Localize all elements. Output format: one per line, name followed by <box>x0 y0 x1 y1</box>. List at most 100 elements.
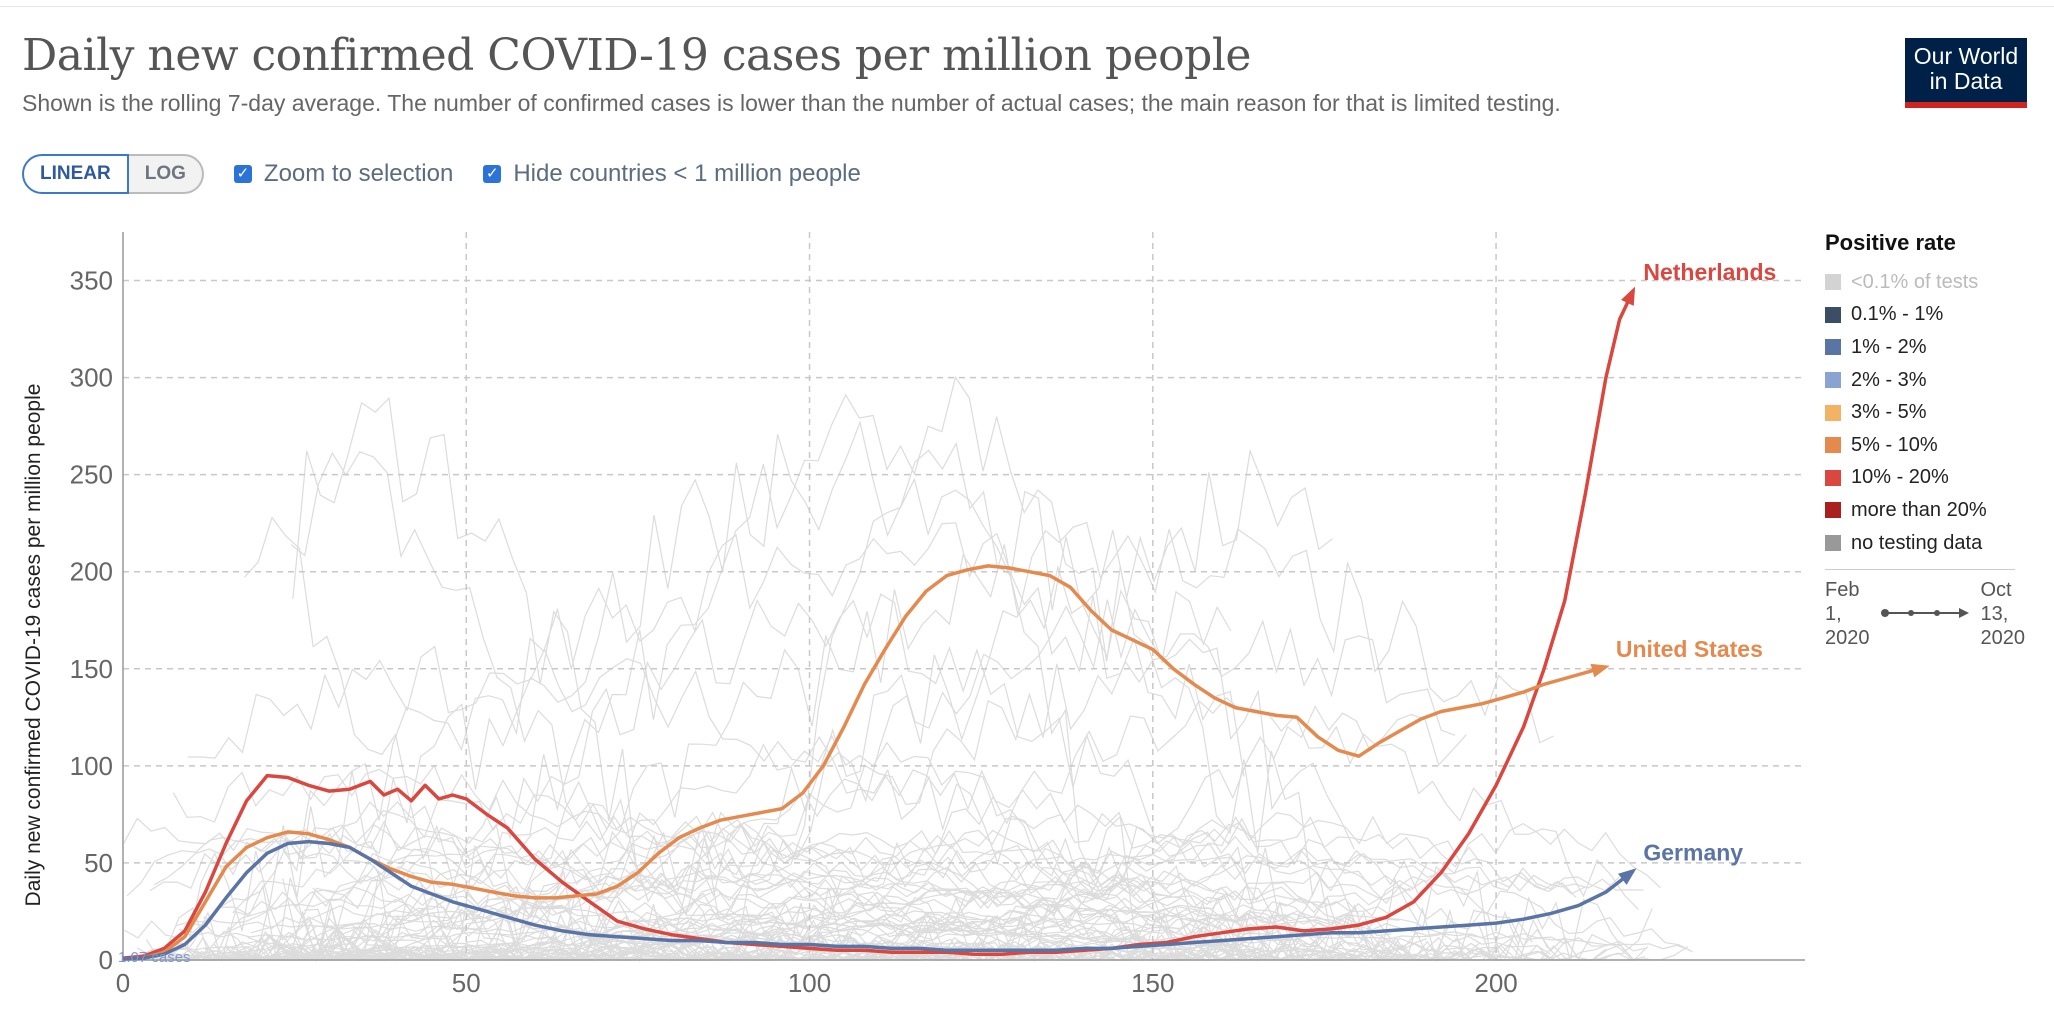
chart-title: Daily new confirmed COVID-19 cases per m… <box>22 30 1251 81</box>
legend-label: 0.1% - 1% <box>1851 303 1944 326</box>
series-label[interactable]: United States <box>1616 636 1763 662</box>
y-axis-label: Daily new confirmed COVID-19 cases per m… <box>22 384 45 907</box>
legend-item[interactable]: 5% - 10% <box>1825 429 2025 462</box>
timeline-start-day: 1, <box>1825 603 1842 625</box>
legend-item[interactable]: 1% - 2% <box>1825 331 2025 364</box>
timeline-end-month: Oct <box>1980 579 2012 601</box>
timeline-start-month: Feb <box>1825 579 1860 601</box>
axes: 0 50 100 150 200 250 300 350 0 50 100 150 200 <box>70 232 1805 998</box>
background-country-line <box>193 829 1499 961</box>
timeline-end: Oct 13, 2020 <box>1981 578 2026 650</box>
legend-item[interactable]: 2% - 3% <box>1825 364 2025 397</box>
timeline-handle-end[interactable] <box>1959 608 1969 618</box>
legend-label: 10% - 20% <box>1851 466 1949 489</box>
legend-item[interactable]: no testing data <box>1825 527 2025 560</box>
background-country-line <box>149 794 1427 962</box>
legend-swatch <box>1825 404 1841 421</box>
legend-swatch <box>1825 502 1841 519</box>
positive-rate-legend: Positive rate <0.1% of tests 0.1% - 1% 1% … <box>1825 230 2025 571</box>
y-tick-label: 300 <box>70 363 113 393</box>
zoom-to-selection-toggle[interactable]: ✓ Zoom to selection <box>233 160 454 188</box>
legend-item[interactable]: <0.1% of tests <box>1825 266 2025 299</box>
hide-small-countries-label: Hide countries < 1 million people <box>513 160 861 187</box>
timeline[interactable]: Feb 1, 2020 Oct 13, 2020 <box>1825 578 2025 658</box>
legend-label: 5% - 10% <box>1851 433 1938 456</box>
background-country-line <box>213 735 1313 961</box>
zoom-to-selection-label: Zoom to selection <box>263 160 454 187</box>
checkmark-icon[interactable]: ✓ <box>483 165 502 183</box>
background-country-line <box>138 448 1333 963</box>
legend-item[interactable]: 0.1% - 1% <box>1825 299 2025 332</box>
top-divider <box>0 6 2054 7</box>
chart-subtitle: Shown is the rolling 7-day average. The … <box>22 90 1561 116</box>
highlighted-series: Netherlands United States Germany <box>122 259 1776 961</box>
legend-label: no testing data <box>1851 531 1983 554</box>
x-tick-label: 150 <box>1131 968 1174 998</box>
y-tick-label: 50 <box>84 848 113 878</box>
legend-swatch <box>1825 306 1841 323</box>
timeline-handle-start[interactable] <box>1881 609 1889 617</box>
legend-swatch <box>1825 339 1841 356</box>
legend-item[interactable]: more than 20% <box>1825 494 2025 527</box>
y-tick-label: 350 <box>70 266 113 296</box>
series-end-arrow <box>1618 868 1637 885</box>
background-country-line <box>226 769 1367 961</box>
legend-swatch <box>1825 372 1841 389</box>
series-label[interactable]: Germany <box>1643 840 1743 866</box>
background-country-line <box>244 516 1398 962</box>
y-tick-label: 200 <box>70 557 113 587</box>
background-country-line <box>203 898 1646 961</box>
legend-label: 1% - 2% <box>1851 335 1927 358</box>
log-scale-button[interactable]: LOG <box>128 154 204 194</box>
x-tick-label: 200 <box>1474 968 1517 998</box>
background-country-line <box>287 619 1456 962</box>
legend-item[interactable]: 3% - 5% <box>1825 396 2025 429</box>
x-tick-label: 50 <box>452 968 481 998</box>
legend-title: Positive rate <box>1825 230 1956 255</box>
y-tick-label: 0 <box>99 945 113 975</box>
series-end-arrow <box>1590 663 1610 678</box>
timeline-marker <box>1908 610 1914 616</box>
legend-label: <0.1% of tests <box>1851 270 1979 293</box>
y-tick-label: 150 <box>70 654 113 684</box>
y-tick-label: 100 <box>70 751 113 781</box>
series-end-arrow <box>1621 286 1636 306</box>
series-label[interactable]: Netherlands <box>1643 259 1776 285</box>
linear-scale-button[interactable]: LINEAR <box>22 154 129 194</box>
legend-label: more than 20% <box>1851 498 1987 521</box>
logo-line-1: Our World <box>1913 43 2019 69</box>
legend-swatch <box>1825 437 1841 454</box>
background-country-line <box>155 697 1639 962</box>
timeline-marker <box>1934 610 1940 616</box>
legend-item[interactable]: 10% - 20% <box>1825 462 2025 495</box>
background-country-line <box>245 921 1263 960</box>
timeline-end-year: 2020 <box>1980 627 2026 649</box>
legend-label: 2% - 3% <box>1851 368 1927 391</box>
checkmark-icon[interactable]: ✓ <box>233 165 252 183</box>
start-annotation: 1.07 cases <box>118 949 191 966</box>
series-line-netherlands[interactable] <box>122 289 1635 960</box>
y-tick-label: 250 <box>70 460 113 490</box>
legend-swatch <box>1825 535 1841 552</box>
background-country-lines <box>122 375 1693 963</box>
chart-controls: LINEAR LOG ✓ Zoom to selection ✓ Hide co… <box>22 153 861 195</box>
background-country-line <box>205 854 1469 961</box>
legend-label: 3% - 5% <box>1851 401 1927 424</box>
scale-toggle: LINEAR LOG <box>22 154 204 194</box>
logo-line-2: in Data <box>1929 68 2003 94</box>
timeline-start: Feb 1, 2020 <box>1825 578 1870 650</box>
hide-small-countries-toggle[interactable]: ✓ Hide countries < 1 million people <box>483 160 861 188</box>
x-tick-label: 0 <box>116 968 130 998</box>
background-country-line <box>282 522 1245 873</box>
background-country-line <box>292 396 1653 963</box>
owid-logo[interactable]: Our World in Data <box>1905 38 2027 108</box>
background-country-line <box>126 917 1568 961</box>
legend-items: <0.1% of tests 0.1% - 1% 1% - 2% 2% - 3% 3% … <box>1825 266 2025 559</box>
legend-swatch <box>1825 274 1841 291</box>
legend-divider <box>1825 569 2015 571</box>
x-tick-label: 100 <box>788 968 831 998</box>
timeline-slider[interactable] <box>1879 603 1971 623</box>
timeline-start-year: 2020 <box>1825 627 1870 649</box>
series-line-germany[interactable] <box>122 839 1635 961</box>
